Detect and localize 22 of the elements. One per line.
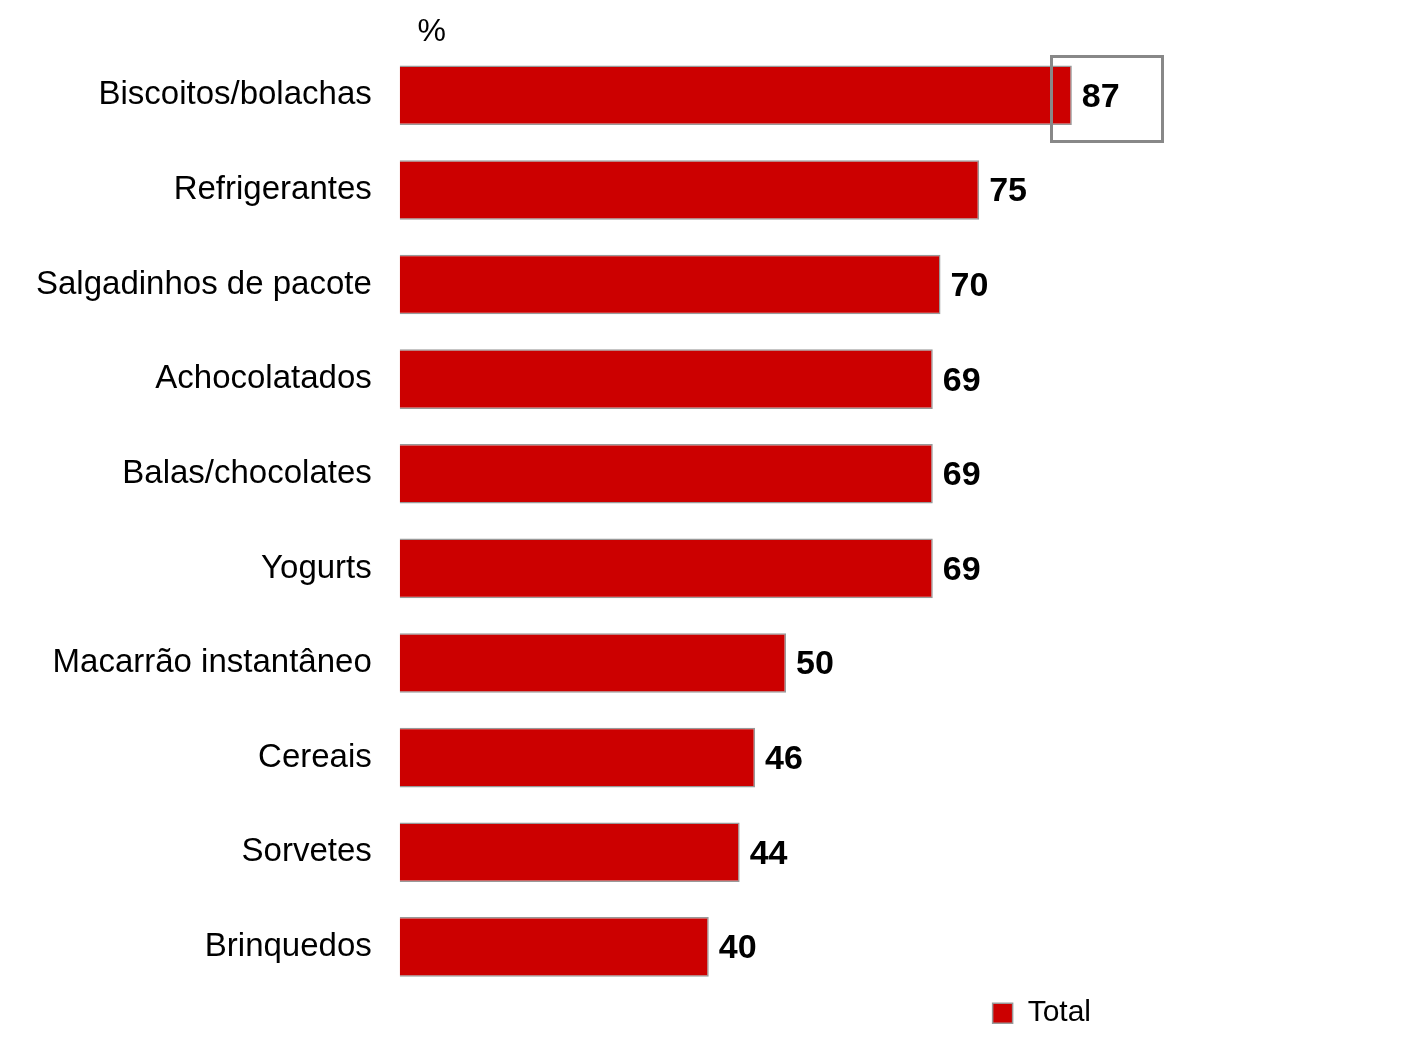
y-tick-label: Balas/chocolates <box>122 452 372 490</box>
y-tick-label: Salgadinhos de pacote <box>35 263 372 301</box>
data-label: 69 <box>942 454 981 493</box>
y-tick-label: Yogurts <box>261 547 372 585</box>
y-tick-label: Brinquedos <box>204 925 372 963</box>
data-label: 87 <box>1081 75 1120 114</box>
data-label: 44 <box>749 832 788 871</box>
data-label: 69 <box>942 359 981 398</box>
data-label: 50 <box>796 643 834 682</box>
data-label: 75 <box>989 170 1027 209</box>
y-tick-label: Cereais <box>258 736 372 774</box>
y-tick-label: Achocolatados <box>155 358 372 396</box>
data-label: 40 <box>718 927 757 966</box>
data-label: 46 <box>765 738 803 777</box>
y-tick-label: Macarrão instantâneo <box>52 642 372 680</box>
y-tick-label: Sorvetes <box>241 831 372 869</box>
y-tick-label: Refrigerantes <box>173 169 372 207</box>
legend-label: Total <box>1027 994 1092 1028</box>
chart-title: % <box>417 11 446 48</box>
y-tick-label: Biscoitos/bolachas <box>98 74 372 112</box>
data-label: 69 <box>942 548 981 587</box>
data-label: 70 <box>950 264 989 303</box>
